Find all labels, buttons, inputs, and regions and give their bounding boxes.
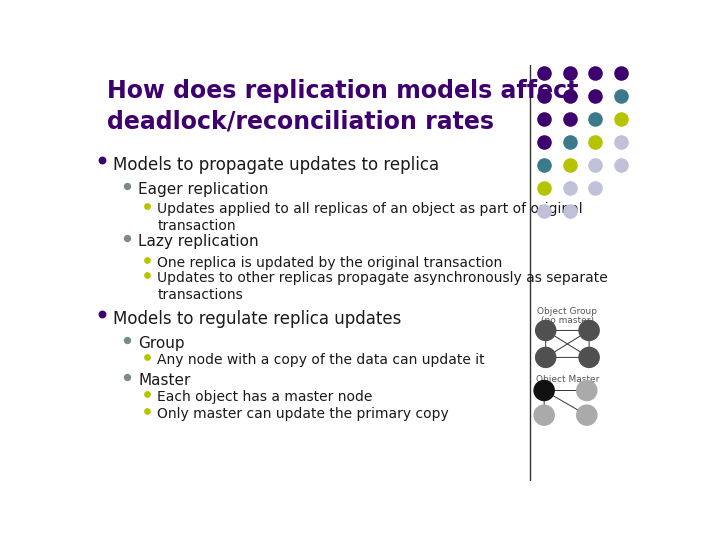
Point: [590, 160, 601, 169]
Text: Any node with a copy of the data can update it: Any node with a copy of the data can upd…: [158, 353, 485, 367]
Text: Object Master: Object Master: [536, 375, 599, 384]
Point: [539, 184, 550, 192]
Point: [122, 181, 133, 190]
Point: [141, 352, 153, 361]
Point: [539, 207, 550, 215]
Point: [539, 138, 550, 146]
Text: How does replication models affect: How does replication models affect: [107, 79, 578, 103]
Point: [122, 373, 133, 381]
Point: [615, 68, 626, 77]
Point: [615, 91, 626, 100]
Point: [122, 234, 133, 242]
Text: Master: Master: [138, 373, 190, 388]
Point: [539, 91, 550, 100]
Point: [590, 184, 601, 192]
Text: Group: Group: [138, 336, 184, 351]
Point: [564, 184, 575, 192]
Circle shape: [534, 405, 554, 425]
Text: deadlock/reconciliation rates: deadlock/reconciliation rates: [107, 110, 494, 133]
Point: [141, 201, 153, 210]
Point: [141, 389, 153, 398]
Point: [590, 91, 601, 100]
Point: [590, 114, 601, 123]
Point: [122, 335, 133, 344]
Point: [141, 406, 153, 415]
Point: [539, 114, 550, 123]
Point: [539, 68, 550, 77]
Point: [96, 309, 108, 318]
Point: [539, 160, 550, 169]
Point: [141, 271, 153, 279]
Text: Each object has a master node: Each object has a master node: [158, 390, 373, 404]
Point: [615, 160, 626, 169]
Point: [615, 138, 626, 146]
Point: [590, 68, 601, 77]
Circle shape: [577, 381, 597, 401]
Circle shape: [577, 405, 597, 425]
Point: [615, 114, 626, 123]
Text: Only master can update the primary copy: Only master can update the primary copy: [158, 407, 449, 421]
Point: [590, 138, 601, 146]
Point: [564, 68, 575, 77]
Point: [564, 160, 575, 169]
Text: Models to regulate replica updates: Models to regulate replica updates: [113, 309, 402, 328]
Circle shape: [579, 347, 599, 367]
Point: [96, 155, 108, 164]
Text: (no master): (no master): [541, 316, 594, 325]
Point: [564, 91, 575, 100]
Point: [564, 207, 575, 215]
Text: Updates to other replicas propagate asynchronously as separate
transactions: Updates to other replicas propagate asyn…: [158, 271, 608, 302]
Text: Object Group: Object Group: [537, 307, 598, 316]
Text: Eager replication: Eager replication: [138, 182, 269, 197]
Point: [141, 255, 153, 264]
Point: [564, 138, 575, 146]
Text: Updates applied to all replicas of an object as part of original
transaction: Updates applied to all replicas of an ob…: [158, 202, 583, 233]
Circle shape: [536, 320, 556, 340]
Point: [564, 114, 575, 123]
Text: Lazy replication: Lazy replication: [138, 234, 258, 249]
Text: Models to propagate updates to replica: Models to propagate updates to replica: [113, 156, 439, 174]
Circle shape: [534, 381, 554, 401]
Circle shape: [536, 347, 556, 367]
Text: One replica is updated by the original transaction: One replica is updated by the original t…: [158, 256, 503, 270]
Circle shape: [579, 320, 599, 340]
